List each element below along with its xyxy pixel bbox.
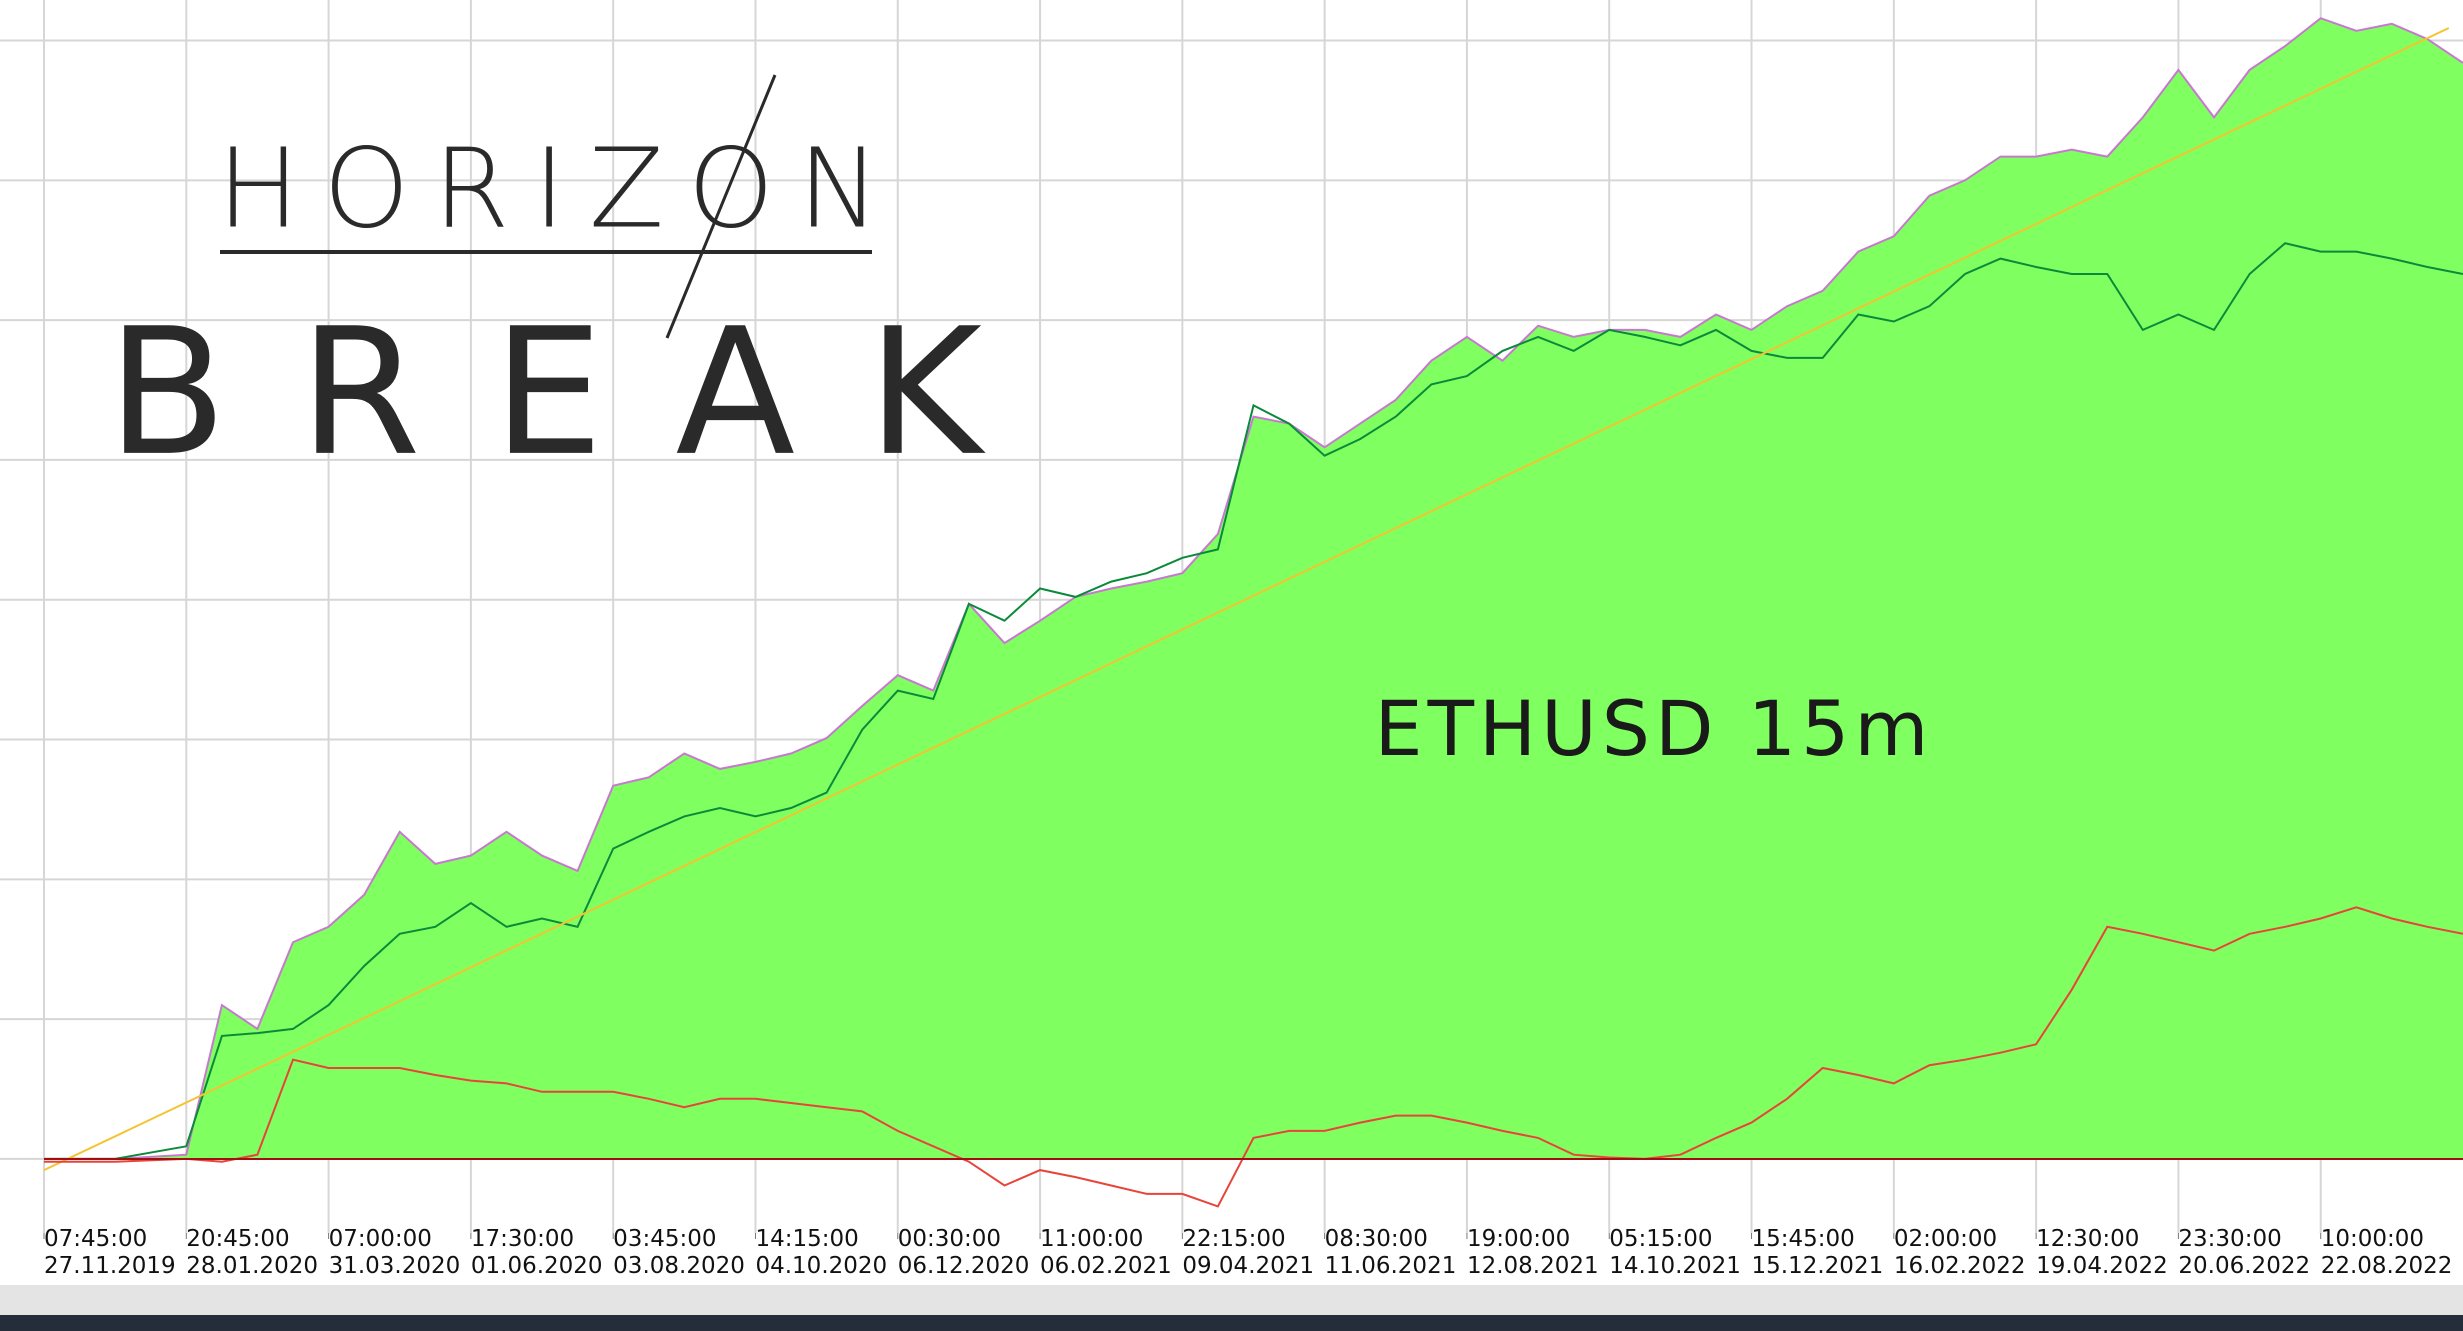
x-tick-label-line: 14:15:00 (755, 1226, 858, 1252)
x-tick-label-line: 06.02.2021 (1040, 1253, 1172, 1279)
x-tick-label: 20:45:00 28.01.2020 (186, 1226, 318, 1279)
logo-slash (665, 74, 777, 339)
x-tick-label: 23:30:00 20.06.2022 (2178, 1226, 2310, 1279)
x-tick-label-line: 16.02.2022 (1894, 1253, 2026, 1279)
x-tick-label-line: 02:00:00 (1894, 1226, 1997, 1252)
x-tick-label: 15:45:00 15.12.2021 (1752, 1226, 1884, 1279)
x-tick-label-line: 08:30:00 (1325, 1226, 1428, 1252)
x-tick-label-line: 00:30:00 (898, 1226, 1001, 1252)
x-tick-label-line: 22:15:00 (1182, 1226, 1285, 1252)
x-tick-label-line: 11.06.2021 (1325, 1253, 1457, 1279)
x-tick-label-line: 31.03.2020 (329, 1253, 461, 1279)
x-tick-label: 17:30:00 01.06.2020 (471, 1226, 603, 1279)
x-tick-label: 08:30:00 11.06.2021 (1325, 1226, 1457, 1279)
x-tick-label-line: 03.08.2020 (613, 1253, 745, 1279)
status-bar (0, 1315, 2463, 1331)
annotation: ETHUSD 15m (1375, 684, 1934, 773)
x-tick-label-line: 07:00:00 (329, 1226, 432, 1252)
x-tick-label: 07:45:00 27.11.2019 (44, 1226, 176, 1279)
x-tick-label-line: 09.04.2021 (1182, 1253, 1314, 1279)
x-tick-label-line: 15.12.2021 (1752, 1253, 1884, 1279)
x-tick-label: 03:45:00 03.08.2020 (613, 1226, 745, 1279)
x-tick-label-line: 17:30:00 (471, 1226, 574, 1252)
x-tick-label-line: 12:30:00 (2036, 1226, 2139, 1252)
x-tick-label: 19:00:00 12.08.2021 (1467, 1226, 1599, 1279)
x-tick-label: 14:15:00 04.10.2020 (755, 1226, 887, 1279)
x-tick-label-line: 06.12.2020 (898, 1253, 1030, 1279)
x-tick-label-line: 12.08.2021 (1467, 1253, 1599, 1279)
x-tick-label-line: 22.08.2022 (2321, 1253, 2453, 1279)
x-tick-label: 11:00:00 06.02.2021 (1040, 1226, 1172, 1279)
x-tick-label-line: 27.11.2019 (44, 1253, 176, 1279)
x-tick-label: 22:15:00 09.04.2021 (1182, 1226, 1314, 1279)
x-tick-label-line: 07:45:00 (44, 1226, 147, 1252)
axis-bg (0, 1233, 2463, 1285)
x-tick-label-line: 10:00:00 (2321, 1226, 2424, 1252)
x-tick-label-line: 20.06.2022 (2178, 1253, 2310, 1279)
line (44, 906, 2463, 1208)
x-tick-label-line: 11:00:00 (1040, 1226, 1143, 1252)
x-tick-label-line: 05:15:00 (1609, 1226, 1712, 1252)
area (44, 18, 2463, 1159)
marks (43, 17, 2463, 1208)
x-tick-label: 07:00:00 31.03.2020 (329, 1226, 461, 1279)
x-tick-label-line: 20:45:00 (186, 1226, 289, 1252)
x-tick-label-line: 23:30:00 (2178, 1226, 2281, 1252)
x-tick-label-line: 19.04.2022 (2036, 1253, 2168, 1279)
scrollbar (0, 1285, 2463, 1315)
x-tick-label: 12:30:00 19.04.2022 (2036, 1226, 2168, 1279)
x-tick-label-line: 04.10.2020 (755, 1253, 887, 1279)
x-tick-label-line: 19:00:00 (1467, 1226, 1570, 1252)
x-tick-label: 05:15:00 14.10.2021 (1609, 1226, 1741, 1279)
x-tick-label-line: 15:45:00 (1752, 1226, 1855, 1252)
x-tick-label-line: 28.01.2020 (186, 1253, 318, 1279)
x-tick-label-line: 14.10.2021 (1609, 1253, 1741, 1279)
x-tick-label-line: 03:45:00 (613, 1226, 716, 1252)
x-tick-label: 02:00:00 16.02.2022 (1894, 1226, 2026, 1279)
x-tick-label: 10:00:00 22.08.2022 (2321, 1226, 2453, 1279)
x-tick-label-line: 01.06.2020 (471, 1253, 603, 1279)
line (43, 27, 2450, 1172)
line (44, 242, 2463, 1160)
logo-top: HORIZON (217, 124, 880, 252)
x-tick-label: 00:30:00 06.12.2020 (898, 1226, 1030, 1279)
